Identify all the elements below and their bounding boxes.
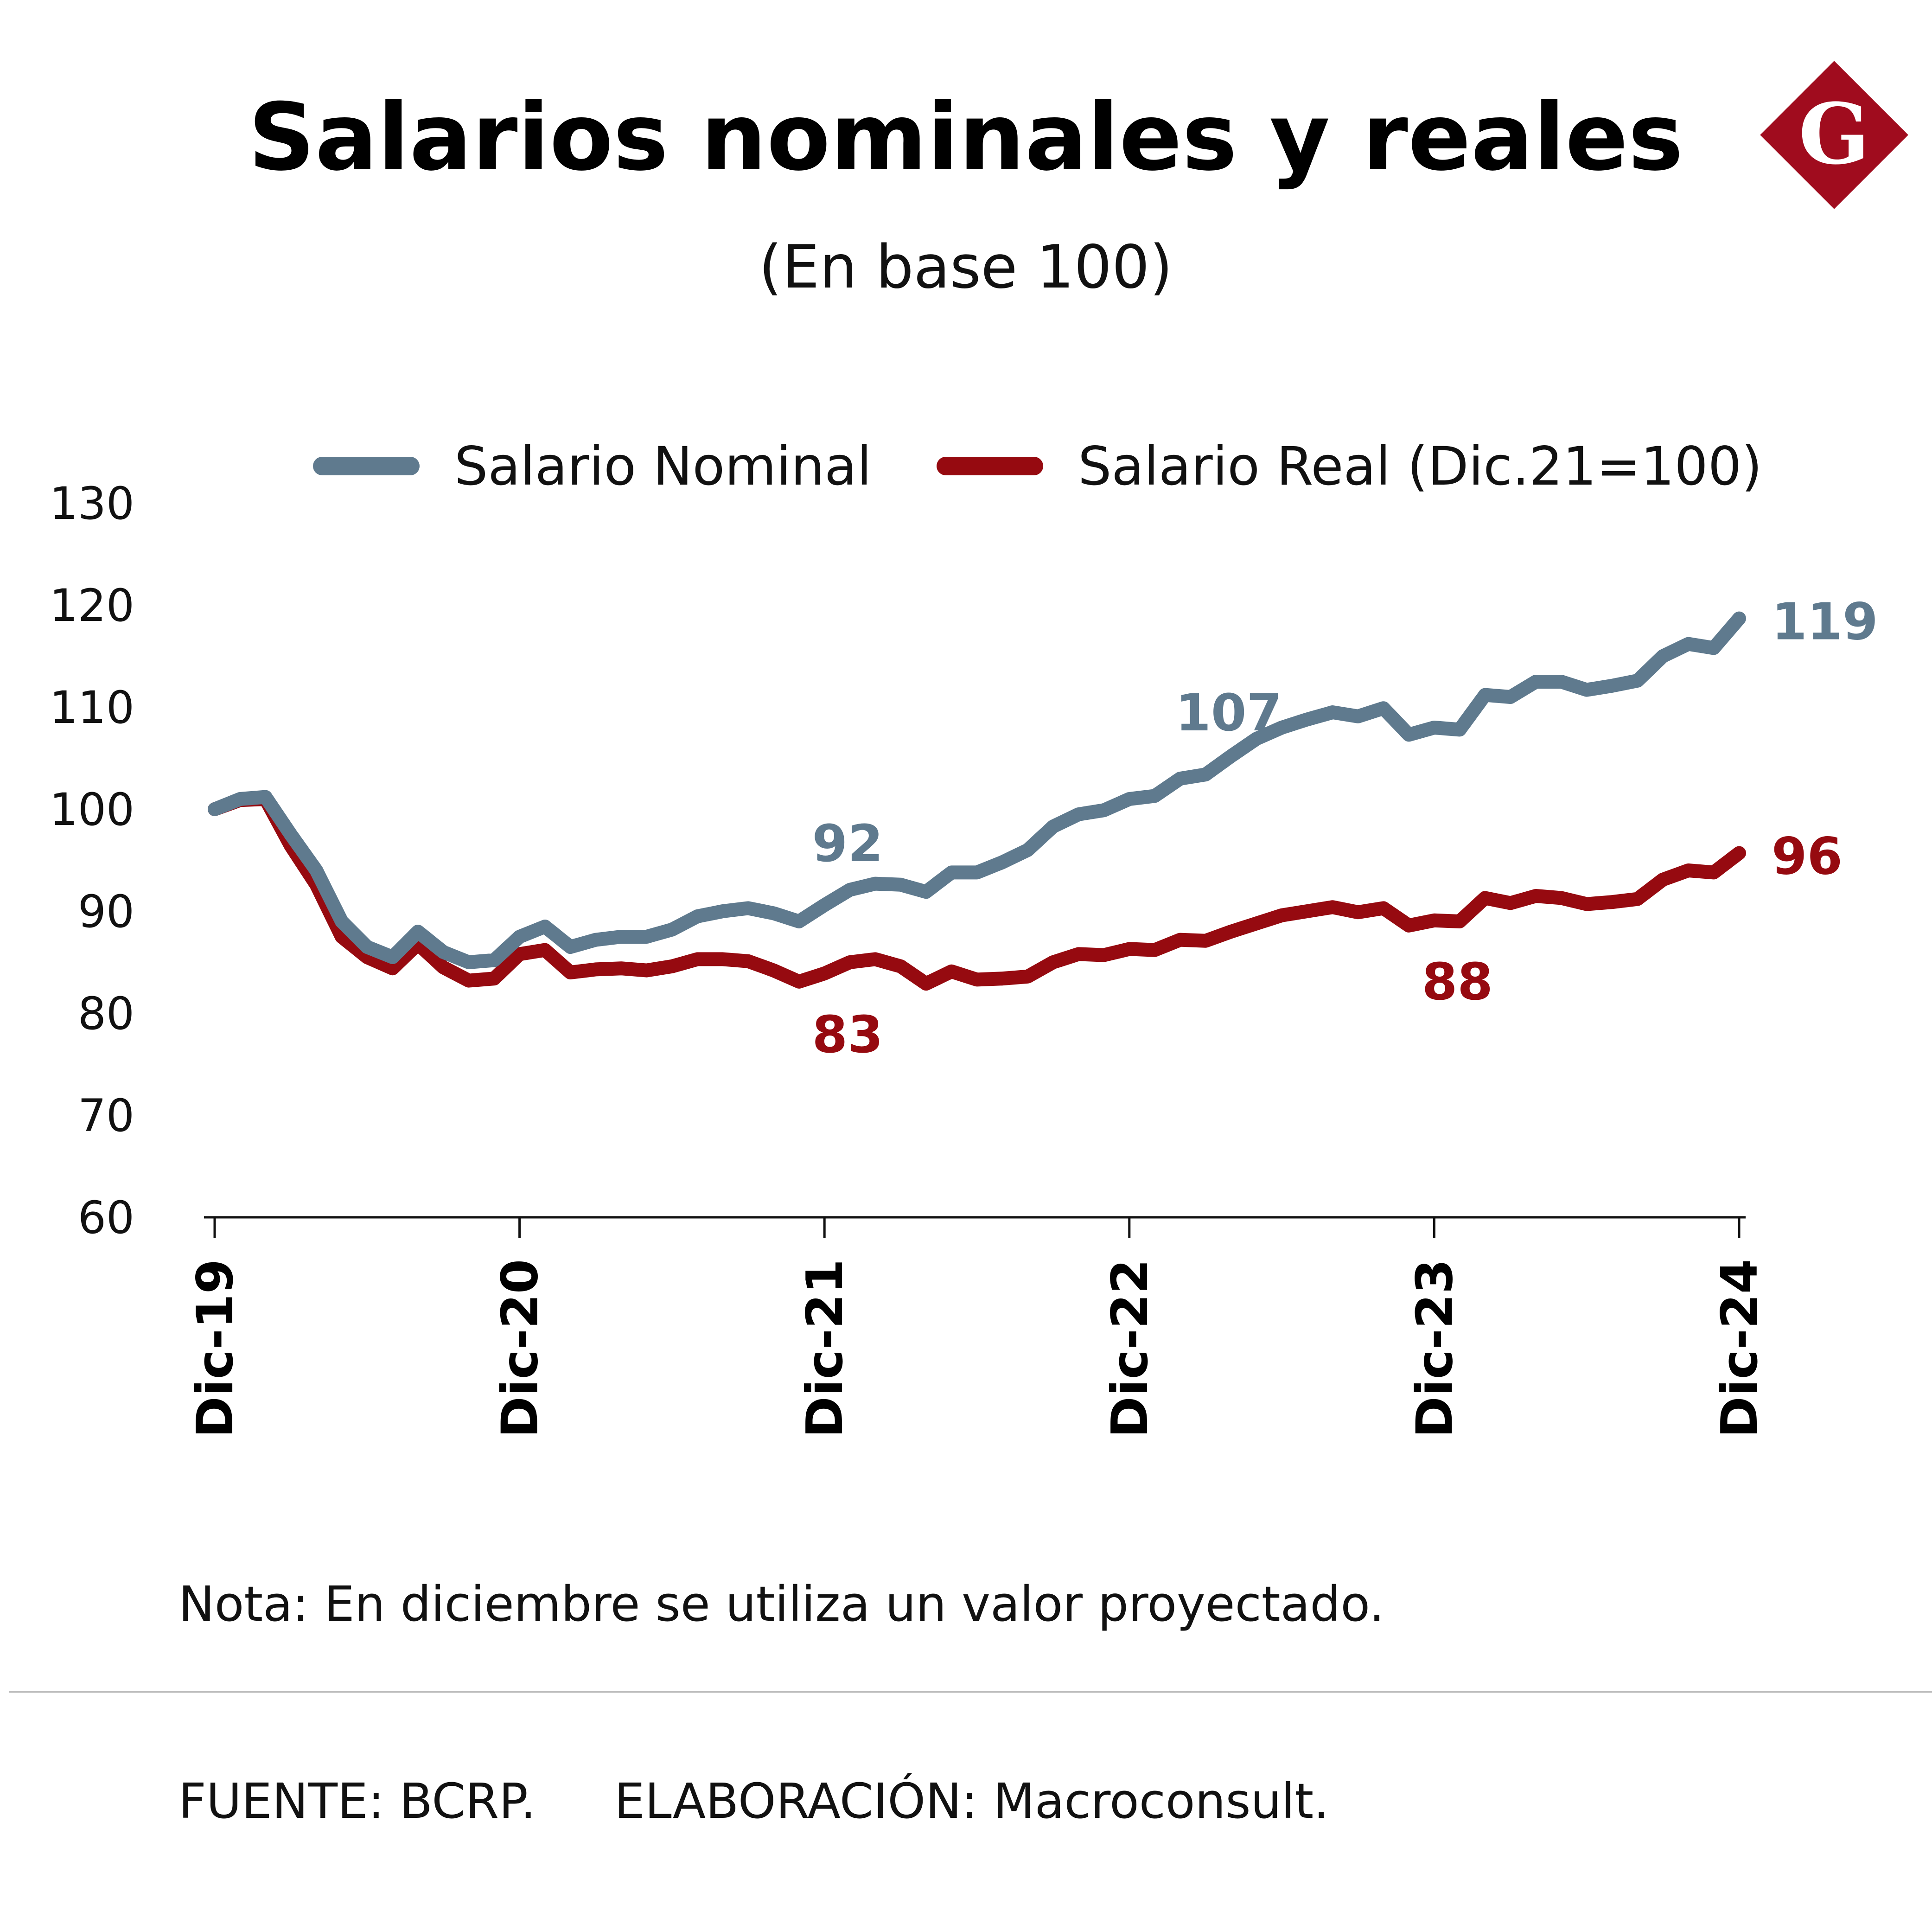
series-line-real bbox=[208, 792, 1746, 991]
logo-letter: G bbox=[1798, 85, 1870, 183]
y-axis-tick-labels: 60 70 80 90 100 110 120 130 bbox=[50, 478, 134, 1244]
x-axis: Dic-19 Dic-20 Dic-21 Dic-22 Dic-23 Dic-24 bbox=[186, 1216, 1769, 1438]
x-tick-label: Dic-21 bbox=[796, 1259, 854, 1438]
legend-label-real: Salario Real (Dic.21=100) bbox=[1078, 435, 1762, 497]
y-tick-label: 120 bbox=[50, 580, 134, 632]
data-label: 92 bbox=[812, 814, 883, 873]
y-tick-label: 100 bbox=[50, 784, 134, 836]
footnote: Nota: En diciembre se utiliza un valor p… bbox=[179, 1576, 1384, 1632]
annotation-labels: 92 107 83 88 119 96 bbox=[812, 592, 1878, 1065]
y-tick-label: 80 bbox=[78, 988, 134, 1040]
legend: Salario Nominal Salario Real (Dic.21=100… bbox=[313, 435, 1762, 497]
y-tick-label: 90 bbox=[78, 886, 134, 938]
series-lines bbox=[208, 611, 1746, 991]
data-label: 83 bbox=[812, 1005, 883, 1064]
end-value-label: 96 bbox=[1772, 827, 1843, 886]
x-tick-label: Dic-23 bbox=[1406, 1259, 1464, 1438]
y-tick-label: 110 bbox=[50, 682, 134, 734]
y-tick-label: 70 bbox=[78, 1090, 134, 1142]
x-tick-label: Dic-20 bbox=[491, 1259, 549, 1438]
x-tick-label: Dic-19 bbox=[186, 1259, 244, 1438]
x-tick-label: Dic-22 bbox=[1101, 1259, 1159, 1438]
credit-text: ELABORACIÓN: Macroconsult. bbox=[614, 1773, 1329, 1829]
chart-subtitle: (En base 100) bbox=[759, 233, 1173, 302]
x-tick-label: Dic-24 bbox=[1711, 1259, 1769, 1438]
legend-label-nominal: Salario Nominal bbox=[454, 435, 872, 497]
source-text: FUENTE: BCRP. bbox=[179, 1773, 536, 1829]
chart-title: Salarios nominales y reales bbox=[248, 83, 1683, 192]
data-label: 107 bbox=[1175, 683, 1282, 742]
logo-diamond bbox=[1760, 61, 1908, 209]
y-tick-label: 130 bbox=[50, 478, 134, 530]
y-tick-label: 60 bbox=[78, 1192, 134, 1244]
end-value-label: 119 bbox=[1772, 592, 1878, 652]
brand-logo: G bbox=[1760, 61, 1908, 209]
data-label: 88 bbox=[1422, 952, 1493, 1011]
series-line-nominal bbox=[208, 611, 1746, 969]
